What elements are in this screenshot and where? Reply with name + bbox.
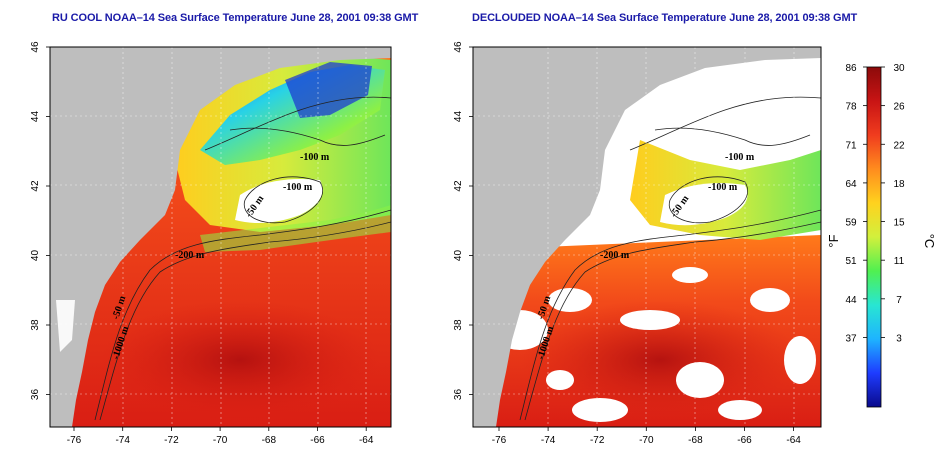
graticule	[50, 47, 391, 427]
latitude-tick-label: 40	[453, 250, 464, 262]
celsius-tick-label: 30	[893, 63, 905, 74]
bathymetry-contours	[94, 96, 391, 421]
sst-map-raw: -100 m -100 m -50 m -200 m -50 m -1000 m…	[30, 41, 392, 446]
contour-label: -100 m	[725, 152, 755, 163]
longitude-tick-label: -74	[115, 435, 130, 446]
contour-label: -200 m	[600, 250, 630, 261]
cloud-patch	[235, 179, 323, 224]
celsius-tick-label: 22	[893, 140, 905, 151]
latitude-tick-label: 36	[453, 389, 464, 401]
temperature-colorbar: 30 26 22 18 15 11 7 3 86 78 71 64 59 51 44 37 °F °C	[826, 63, 937, 408]
latitude-tick-label: 40	[30, 250, 41, 262]
longitude-tick-label: -64	[359, 435, 374, 446]
celsius-tick-label: 3	[896, 333, 902, 344]
contour-label: -100 m	[283, 182, 313, 193]
cloud-patch	[660, 182, 748, 226]
longitude-tick-label: -72	[164, 435, 179, 446]
sst-map-declouded: -100 m -100 m -50 m -200 m -50 m -1000 m…	[453, 41, 822, 446]
fahrenheit-tick-label: 44	[845, 295, 857, 306]
fahrenheit-tick-label: 37	[845, 333, 857, 344]
latitude-tick-label: 44	[30, 111, 41, 123]
fahrenheit-tick-label: 78	[845, 102, 857, 113]
land-mass	[50, 47, 391, 427]
cloud-patch	[56, 300, 75, 352]
fahrenheit-tick-label: 59	[845, 218, 857, 229]
colorbar-ticks: 30 26 22 18 15 11 7 3 86 78 71 64 59 51 44 37	[845, 63, 905, 344]
axes-raw: -76 -74 -72 -70 -68 -66 -64 46 44 42 40 38 36	[30, 41, 374, 446]
longitude-tick-label: -72	[590, 435, 605, 446]
celsius-tick-label: 7	[896, 295, 902, 306]
longitude-tick-label: -68	[688, 435, 703, 446]
contour-label: -100 m	[708, 182, 738, 193]
cold-core-water	[285, 62, 372, 118]
land-mass	[473, 47, 821, 427]
fahrenheit-tick-label: 51	[845, 256, 857, 267]
fahrenheit-unit-label: °F	[826, 234, 841, 247]
map-title-raw: RU COOL NOAA–14 Sea Surface Temperature …	[52, 12, 419, 24]
bathymetry-contours	[519, 96, 821, 421]
latitude-tick-label: 42	[453, 180, 464, 192]
celsius-tick-label: 11	[894, 256, 905, 267]
longitude-tick-label: -74	[541, 435, 556, 446]
fahrenheit-tick-label: 71	[845, 140, 857, 151]
celsius-unit-label: °C	[922, 234, 937, 249]
shelf-break-front	[200, 205, 391, 252]
longitude-tick-label: -66	[310, 435, 325, 446]
warm-eddy-region	[520, 300, 800, 420]
warm-eddy-region	[100, 300, 380, 420]
latitude-tick-label: 46	[453, 41, 464, 53]
fahrenheit-tick-label: 86	[845, 63, 857, 74]
graticule	[473, 47, 821, 427]
longitude-tick-label: -70	[213, 435, 228, 446]
celsius-tick-label: 26	[893, 102, 905, 113]
longitude-tick-label: -68	[262, 435, 277, 446]
longitude-tick-label: -66	[737, 435, 752, 446]
latitude-tick-label: 36	[30, 389, 41, 401]
contour-label: -200 m	[175, 250, 205, 261]
latitude-tick-label: 42	[30, 180, 41, 192]
latitude-tick-label: 44	[453, 111, 464, 123]
longitude-tick-label: -70	[639, 435, 654, 446]
axes-declouded: -76 -74 -72 -70 -68 -66 -64 46 44 42 40 38 36	[453, 41, 801, 446]
celsius-tick-label: 15	[893, 218, 905, 229]
longitude-tick-label: -76	[492, 435, 507, 446]
latitude-tick-label: 38	[453, 319, 464, 331]
latitude-tick-label: 38	[30, 319, 41, 331]
celsius-tick-label: 18	[893, 179, 905, 190]
map-title-declouded: DECLOUDED NOAA–14 Sea Surface Temperatur…	[472, 12, 858, 24]
longitude-tick-label: -76	[67, 435, 82, 446]
map-frame	[472, 46, 822, 428]
contour-label: -100 m	[300, 152, 330, 163]
fahrenheit-tick-label: 64	[845, 179, 857, 190]
colorbar-gradient	[866, 66, 882, 408]
longitude-tick-label: -64	[786, 435, 801, 446]
latitude-tick-label: 46	[30, 41, 41, 53]
